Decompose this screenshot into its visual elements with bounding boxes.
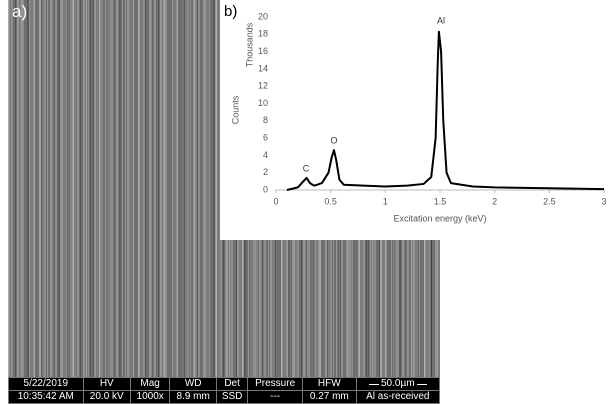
spectrum-line (286, 30, 605, 191)
panel-label: b) (224, 3, 237, 20)
y-tick-label: 0 (263, 184, 268, 194)
panel-label: a) (12, 2, 28, 21)
y-tick-label: 18 (258, 29, 268, 39)
y-tick-label: 8 (263, 115, 268, 125)
info-bar: 5/22/2019 HV Mag WD Det Pressure HFW 50.… (8, 377, 441, 404)
info-cell: SSD (216, 390, 249, 404)
y-tick-label: 20 (258, 11, 268, 21)
y-tick-label: 10 (258, 98, 268, 108)
peak-label: C (303, 163, 310, 173)
y-tick-label: 14 (258, 63, 268, 73)
info-cell: 20.0 kV (82, 390, 131, 404)
info-cell: --- (247, 390, 304, 404)
x-axis-label: Excitation energy (keV) (393, 213, 486, 223)
x-tick-label: 2.5 (543, 196, 556, 206)
y-tick-label: 6 (263, 132, 268, 142)
y-tick-label: 12 (258, 81, 268, 91)
y-axis-label: Counts (230, 95, 240, 124)
scale-bar: 50.0µm (355, 377, 441, 391)
y-tick-label: 2 (263, 167, 268, 177)
x-tick-label: 1.5 (434, 196, 447, 206)
x-tick-label: 0.5 (324, 196, 337, 206)
x-tick-label: 0 (273, 196, 278, 206)
y-unit-label: Thousands (244, 22, 254, 67)
info-cell: Al as-received (355, 390, 441, 404)
peak-label: Al (437, 15, 445, 25)
info-cell: 1000x (129, 390, 171, 404)
y-tick-label: 16 (258, 46, 268, 56)
x-tick-label: 3 (601, 196, 606, 206)
scale-label: 50.0µm (379, 378, 417, 389)
y-tick-label: 4 (263, 150, 268, 160)
x-tick-label: 1 (383, 196, 388, 206)
x-tick-label: 2 (492, 196, 497, 206)
chart-panel (220, 0, 616, 240)
peak-label: O (330, 135, 337, 145)
